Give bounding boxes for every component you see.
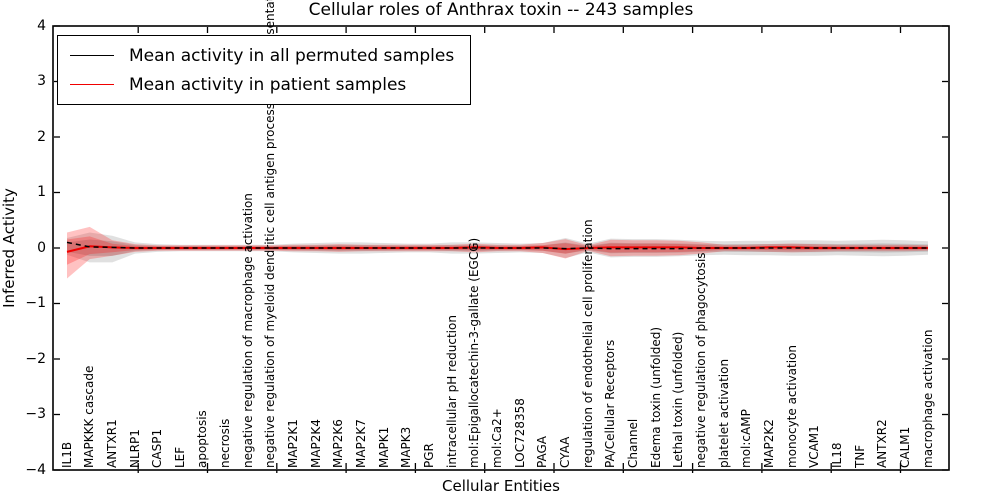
x-entity-label: negative regulation of phagocytosis — [693, 252, 708, 468]
y-tick-label: −3 — [25, 406, 46, 422]
x-entity-label: PA/Cellular Receptors — [603, 339, 618, 468]
x-entity-label: ANTXR1 — [104, 419, 119, 468]
x-entity-label: VCAM1 — [807, 425, 822, 468]
x-entity-label: LOC728358 — [512, 398, 527, 468]
legend: Mean activity in all permuted samples Mea… — [57, 35, 472, 105]
legend-line-sample — [70, 84, 114, 85]
y-tick-label: −1 — [25, 295, 46, 311]
x-entity-label: NLRP1 — [127, 429, 142, 468]
x-entity-label: MAP2K4 — [308, 419, 323, 468]
x-axis-label: Cellular Entities — [442, 477, 560, 495]
patient-mean-line — [66, 245, 928, 253]
x-entity-label: CYAA — [558, 436, 572, 468]
x-entity-label: macrophage activation — [920, 329, 935, 468]
x-entity-label: IL1B — [59, 441, 74, 468]
x-entity-label: MAPKKK cascade — [82, 365, 97, 468]
x-entity-label: regulation of endothelial cell prolifera… — [580, 219, 595, 468]
x-entity-label: PAGA — [535, 436, 550, 468]
x-entity-label: MAP2K6 — [331, 419, 346, 468]
x-entity-label: MAPK1 — [376, 426, 391, 468]
x-entity-label: LEF — [172, 446, 187, 468]
x-entity-label: Channel — [625, 418, 640, 468]
x-entity-label: necrosis — [218, 418, 233, 468]
y-tick-label: 4 — [37, 17, 46, 34]
x-entity-label: Edema toxin (unfolded) — [648, 326, 663, 468]
x-entity-label: monocyte activation — [784, 344, 799, 468]
y-tick-label: 3 — [37, 73, 46, 89]
x-entity-label: IL18 — [829, 442, 844, 469]
x-entity-label: apoptosis — [195, 410, 210, 468]
legend-item: Mean activity in patient samples — [70, 70, 454, 99]
x-entity-label: mol:Ca2+ — [490, 408, 504, 468]
x-entity-label: platelet activation — [716, 358, 731, 468]
y-tick-label: 2 — [37, 128, 46, 145]
x-entity-label: CALM1 — [897, 426, 912, 468]
legend-item: Mean activity in all permuted samples — [70, 41, 454, 70]
legend-line-sample — [70, 55, 114, 56]
x-entity-label: MAP2K7 — [354, 419, 369, 468]
x-entity-label: Lethal toxin (unfolded) — [671, 331, 686, 468]
x-entity-label: MAP2K1 — [286, 419, 301, 468]
chart-title: Cellular roles of Anthrax toxin -- 243 s… — [308, 0, 694, 20]
y-tick-label: 1 — [37, 184, 46, 200]
plot-frame — [52, 25, 950, 471]
x-entity-label: intracellular pH reduction — [444, 315, 459, 468]
legend-label: Mean activity in patient samples — [129, 74, 407, 95]
x-entity-label: mol:Epigallocatechin-3-gallate (EGCG) — [467, 237, 482, 468]
y-tick-label: −4 — [25, 461, 46, 478]
x-entity-label: ANTXR2 — [875, 419, 890, 468]
x-entity-label: negative regulation of macrophage activa… — [240, 193, 255, 468]
x-entity-label: TNF — [852, 444, 867, 468]
x-entity-label: mol:cAMP — [739, 409, 754, 468]
x-entity-label: CASP1 — [150, 428, 165, 468]
y-tick-label: 0 — [37, 239, 46, 256]
axis-ticks — [54, 25, 948, 473]
x-entity-label: PGR — [422, 443, 436, 468]
x-entity-label: MAP2K2 — [761, 419, 776, 468]
x-entity-label: MAPK3 — [399, 426, 414, 468]
y-tick-label: −2 — [25, 350, 46, 367]
legend-label: Mean activity in all permuted samples — [129, 45, 455, 66]
